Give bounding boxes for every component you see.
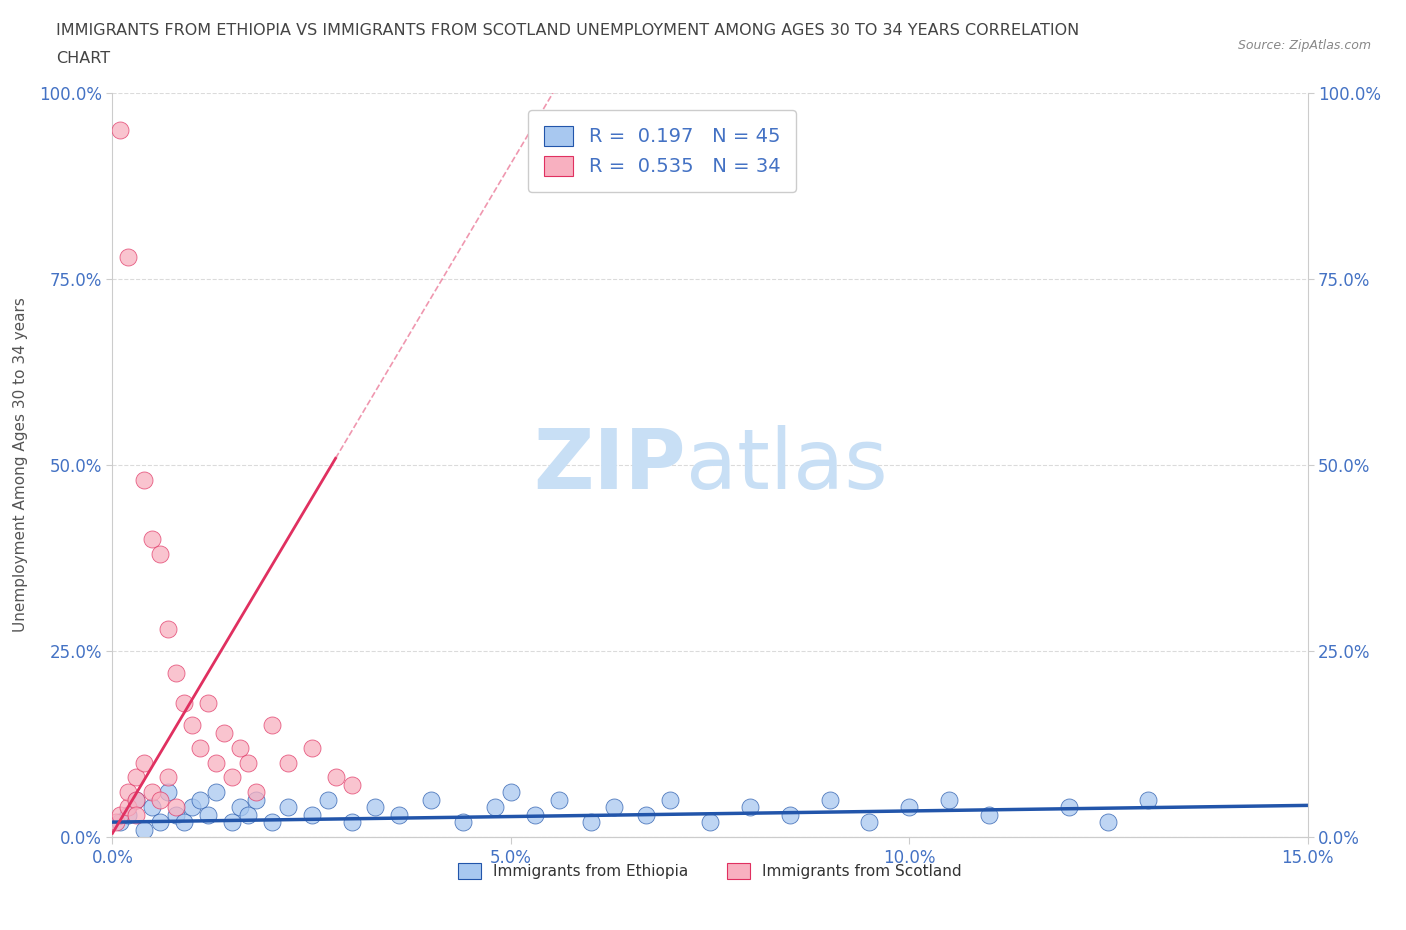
Text: CHART: CHART (56, 51, 110, 66)
Point (205, 785, 228, 800)
Point (340, 815, 363, 830)
Point (277, 800, 299, 815)
Point (779, 807, 801, 822)
Point (197, 696, 219, 711)
Point (229, 800, 252, 815)
Point (157, 785, 180, 800)
Point (105, 815, 128, 830)
Point (134, 755, 156, 770)
Legend: Immigrants from Ethiopia, Immigrants from Scotland: Immigrants from Ethiopia, Immigrants fro… (453, 857, 967, 885)
Point (173, 815, 195, 830)
Point (499, 785, 522, 800)
Point (181, 718, 204, 733)
Point (188, 740, 211, 755)
Point (221, 770, 243, 785)
Point (188, 792, 211, 807)
Y-axis label: Unemployment Among Ages 30 to 34 years: Unemployment Among Ages 30 to 34 years (13, 298, 28, 632)
Point (110, 815, 132, 830)
Point (149, 815, 172, 830)
Point (579, 815, 602, 830)
Point (451, 815, 474, 830)
Point (388, 807, 411, 822)
Point (340, 777, 363, 792)
Point (197, 807, 219, 822)
Point (125, 770, 148, 785)
Point (181, 800, 204, 815)
Point (245, 785, 267, 800)
Text: Source: ZipAtlas.com: Source: ZipAtlas.com (1237, 39, 1371, 52)
Point (245, 792, 267, 807)
Point (125, 807, 148, 822)
Point (260, 815, 283, 830)
Point (938, 792, 960, 807)
Point (141, 800, 163, 815)
Point (484, 800, 506, 815)
Point (898, 800, 921, 815)
Point (301, 740, 323, 755)
Point (110, 807, 132, 822)
Point (316, 792, 339, 807)
Point (149, 792, 172, 807)
Point (659, 792, 682, 807)
Point (277, 755, 299, 770)
Point (157, 621, 180, 636)
Point (636, 807, 658, 822)
Point (125, 792, 148, 807)
Point (818, 792, 841, 807)
Point (117, 785, 139, 800)
Point (157, 770, 180, 785)
Point (364, 800, 387, 815)
Point (110, 123, 132, 138)
Point (134, 472, 156, 487)
Point (125, 792, 148, 807)
Point (165, 800, 187, 815)
Point (221, 815, 243, 830)
Point (1097, 815, 1119, 830)
Point (173, 696, 195, 711)
Point (1137, 792, 1160, 807)
Point (165, 807, 187, 822)
Point (134, 822, 156, 837)
Point (236, 807, 259, 822)
Text: IMMIGRANTS FROM ETHIOPIA VS IMMIGRANTS FROM SCOTLAND UNEMPLOYMENT AMONG AGES 30 : IMMIGRANTS FROM ETHIOPIA VS IMMIGRANTS F… (56, 23, 1080, 38)
Point (547, 792, 569, 807)
Point (149, 547, 172, 562)
Point (420, 792, 443, 807)
Point (117, 249, 139, 264)
Point (141, 785, 163, 800)
Point (603, 800, 626, 815)
Text: atlas: atlas (686, 424, 887, 506)
Point (141, 532, 163, 547)
Point (212, 725, 235, 740)
Point (977, 807, 1000, 822)
Point (229, 740, 252, 755)
Point (236, 755, 259, 770)
Text: ZIP: ZIP (534, 424, 686, 506)
Point (301, 807, 323, 822)
Point (325, 770, 347, 785)
Point (117, 807, 139, 822)
Point (117, 800, 139, 815)
Point (260, 718, 283, 733)
Point (165, 666, 187, 681)
Point (738, 800, 761, 815)
Point (1057, 800, 1080, 815)
Point (205, 755, 228, 770)
Point (523, 807, 546, 822)
Point (858, 815, 880, 830)
Point (699, 815, 721, 830)
